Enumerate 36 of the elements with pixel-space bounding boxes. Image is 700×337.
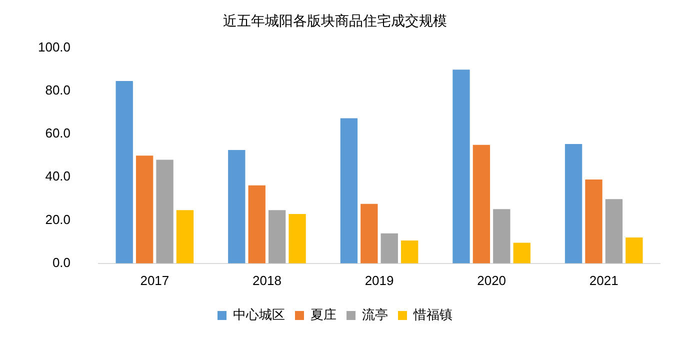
bar — [360, 204, 378, 264]
bar — [340, 118, 358, 264]
y-tick-label: 20.0 — [45, 212, 71, 227]
x-tick-label: 2019 — [364, 272, 394, 288]
bar — [288, 214, 306, 264]
bar — [626, 238, 643, 264]
legend-label: 夏庄 — [310, 307, 336, 322]
bar — [176, 210, 194, 264]
chart-title: 近五年城阳各版块商品住宅成交规模 — [223, 12, 447, 28]
bar — [564, 144, 582, 264]
x-tick-label: 2020 — [477, 272, 506, 288]
bar — [228, 150, 246, 264]
bar — [472, 144, 490, 264]
legend-label: 流亭 — [362, 307, 388, 322]
bar — [156, 160, 174, 264]
bar — [248, 185, 266, 264]
bar — [513, 242, 530, 264]
bar — [380, 233, 398, 264]
bar — [452, 70, 470, 264]
y-tick-label: 60.0 — [45, 126, 71, 141]
bar — [605, 199, 623, 264]
bar — [400, 240, 418, 264]
y-tick-label: 80.0 — [45, 82, 71, 98]
bar — [116, 81, 133, 264]
x-tick-label: 2018 — [252, 272, 282, 288]
y-tick-label: 40.0 — [45, 168, 71, 184]
bar — [268, 210, 286, 264]
x-tick-label: 2021 — [589, 272, 618, 288]
bar — [493, 209, 510, 264]
legend-label: 中心城区 — [233, 307, 285, 322]
y-tick-label: 100.0 — [38, 39, 71, 54]
bar — [136, 156, 154, 264]
y-tick-label: 0.0 — [52, 254, 71, 270]
x-tick-label: 2017 — [140, 272, 170, 288]
legend-label: 惜福镇 — [412, 307, 452, 322]
bar — [585, 180, 602, 264]
